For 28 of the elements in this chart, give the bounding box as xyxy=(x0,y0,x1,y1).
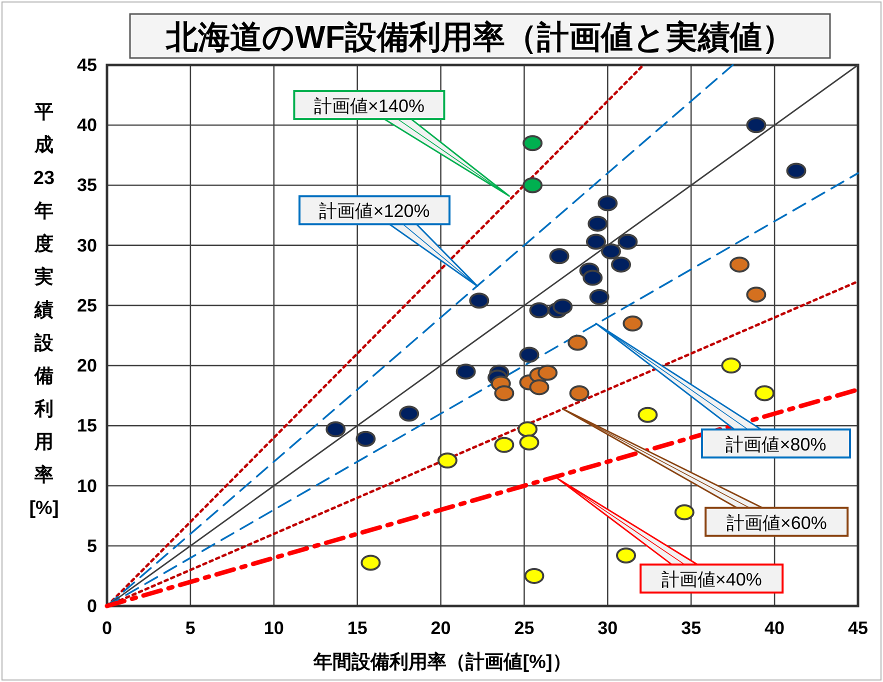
y-tick-label: 30 xyxy=(76,235,97,256)
x-tick-label: 15 xyxy=(347,618,368,638)
annotation: 計画値×40% xyxy=(661,570,762,590)
y-tick-label: 45 xyxy=(76,55,97,75)
y-tick-label: 15 xyxy=(76,416,97,436)
y-tick-label: 5 xyxy=(86,536,97,556)
annotation: 計画値×60% xyxy=(726,512,827,533)
y-tick-label: 35 xyxy=(76,175,97,196)
x-tick-label: 45 xyxy=(848,618,868,638)
annotation: 計画値×80% xyxy=(726,434,826,454)
annotation: 計画値×120% xyxy=(319,201,430,222)
x-tick-label: 30 xyxy=(598,618,618,638)
y-tick-label: 10 xyxy=(76,476,97,496)
y-tick-label: 25 xyxy=(76,295,97,316)
x-axis-title: 年間設備利用率（計画値[%]） xyxy=(312,651,572,673)
y-tick-label: 40 xyxy=(76,115,97,136)
x-tick-label: 5 xyxy=(185,618,196,638)
x-tick-label: 40 xyxy=(764,618,785,638)
text: 平成23年度実績設備利用率[%] xyxy=(29,102,59,519)
x-tick-label: 10 xyxy=(264,618,284,638)
y-tick-label: 20 xyxy=(76,356,97,376)
chart-title: 北海道のWF設備利用率（計画値と実績値） xyxy=(165,19,794,55)
x-tick-label: 35 xyxy=(681,618,702,638)
x-tick-label: 20 xyxy=(430,618,451,638)
y-tick-label: 0 xyxy=(86,596,97,616)
x-tick-label: 25 xyxy=(514,618,534,638)
x-tick-label: 0 xyxy=(102,618,112,638)
annotation: 計画値×140% xyxy=(314,96,424,116)
